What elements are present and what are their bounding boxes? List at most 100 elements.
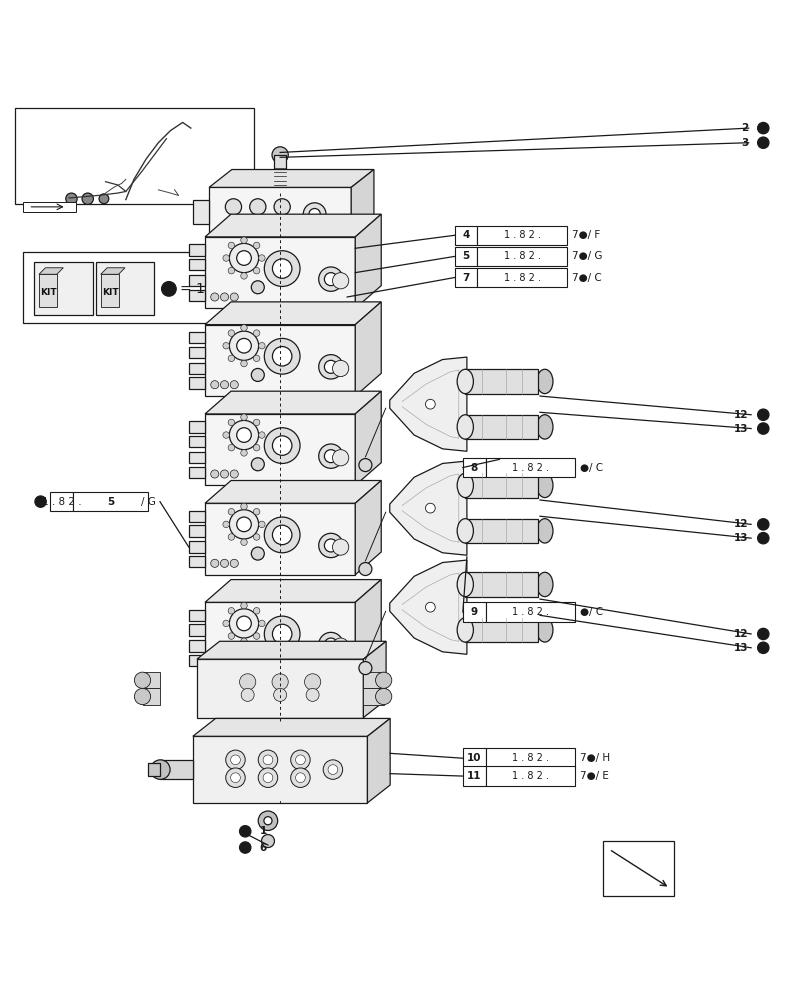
Circle shape <box>253 608 260 614</box>
Circle shape <box>225 199 241 215</box>
Circle shape <box>220 559 229 567</box>
Circle shape <box>258 342 264 349</box>
Circle shape <box>229 331 258 360</box>
Polygon shape <box>188 377 204 389</box>
Polygon shape <box>354 481 380 575</box>
Circle shape <box>757 532 768 544</box>
Text: 12: 12 <box>733 519 748 529</box>
Circle shape <box>757 628 768 640</box>
Circle shape <box>228 508 234 515</box>
Bar <box>465 369 538 394</box>
Circle shape <box>264 338 299 374</box>
Polygon shape <box>188 275 204 286</box>
Bar <box>23 202 75 212</box>
Polygon shape <box>389 357 466 451</box>
Circle shape <box>210 470 218 478</box>
Circle shape <box>236 428 251 442</box>
Circle shape <box>134 688 151 705</box>
Circle shape <box>425 503 435 513</box>
Bar <box>602 841 673 896</box>
Text: 6: 6 <box>260 843 267 853</box>
Circle shape <box>251 458 264 471</box>
Polygon shape <box>188 655 204 666</box>
Bar <box>465 572 538 597</box>
Polygon shape <box>188 640 204 652</box>
Circle shape <box>251 281 264 294</box>
Polygon shape <box>188 363 204 374</box>
Circle shape <box>332 360 348 377</box>
Text: 7●/ F: 7●/ F <box>571 230 599 240</box>
Bar <box>192 736 367 803</box>
Bar <box>363 672 383 688</box>
Text: 1 . 8 2 .: 1 . 8 2 . <box>511 463 548 473</box>
Circle shape <box>220 658 229 666</box>
Circle shape <box>358 563 371 576</box>
Circle shape <box>272 347 291 366</box>
Circle shape <box>272 436 291 455</box>
Circle shape <box>229 420 258 450</box>
Polygon shape <box>188 624 204 636</box>
Circle shape <box>249 199 265 215</box>
Bar <box>465 519 538 543</box>
Text: 7●/ H: 7●/ H <box>579 753 609 763</box>
Circle shape <box>230 470 238 478</box>
Polygon shape <box>188 511 204 522</box>
Polygon shape <box>389 560 466 654</box>
Circle shape <box>272 147 288 163</box>
Circle shape <box>324 273 337 286</box>
Bar <box>454 247 477 266</box>
Bar <box>23 252 221 323</box>
Text: 5: 5 <box>107 497 114 507</box>
Bar <box>208 187 350 236</box>
Circle shape <box>228 444 234 451</box>
Polygon shape <box>101 268 125 274</box>
Circle shape <box>290 750 310 770</box>
Bar <box>143 672 160 688</box>
Polygon shape <box>188 436 204 447</box>
Circle shape <box>272 624 291 644</box>
Bar <box>274 189 285 201</box>
Circle shape <box>230 755 240 765</box>
Polygon shape <box>188 556 204 567</box>
Bar <box>363 688 383 705</box>
Ellipse shape <box>536 519 552 543</box>
Circle shape <box>757 519 768 530</box>
Bar <box>196 659 363 718</box>
Text: 10: 10 <box>466 753 481 763</box>
Bar <box>160 760 192 779</box>
Circle shape <box>220 293 229 301</box>
Circle shape <box>263 755 272 765</box>
Circle shape <box>222 255 229 261</box>
Circle shape <box>228 242 234 249</box>
Bar <box>477 247 566 266</box>
Circle shape <box>230 658 238 666</box>
Circle shape <box>323 760 342 779</box>
Circle shape <box>273 688 286 701</box>
Circle shape <box>264 517 299 553</box>
Circle shape <box>220 470 229 478</box>
Circle shape <box>236 517 251 532</box>
Text: 1 . 8 2 .: 1 . 8 2 . <box>511 607 548 617</box>
Circle shape <box>332 273 348 289</box>
Bar <box>462 766 485 786</box>
Circle shape <box>324 360 337 373</box>
Bar <box>454 226 477 245</box>
Polygon shape <box>204 481 380 503</box>
Circle shape <box>240 602 247 609</box>
Circle shape <box>229 510 258 539</box>
Circle shape <box>220 381 229 389</box>
Bar <box>143 688 160 705</box>
Polygon shape <box>101 274 118 307</box>
Polygon shape <box>188 525 204 537</box>
Text: / G: / G <box>141 497 156 507</box>
Circle shape <box>240 237 247 243</box>
Ellipse shape <box>457 519 473 543</box>
Circle shape <box>332 450 348 466</box>
Polygon shape <box>204 214 380 237</box>
Circle shape <box>210 381 218 389</box>
Polygon shape <box>39 268 63 274</box>
Ellipse shape <box>536 369 552 394</box>
Bar <box>462 748 485 768</box>
Circle shape <box>295 773 305 783</box>
Bar <box>192 200 208 224</box>
